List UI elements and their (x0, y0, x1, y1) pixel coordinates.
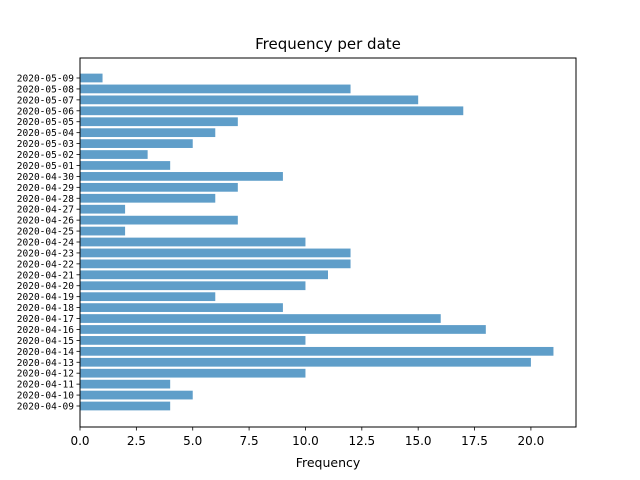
y-tick-label: 2020-04-18 (17, 303, 74, 314)
bar-2020-05-02 (80, 150, 148, 159)
bar-2020-05-03 (80, 139, 193, 148)
bar-2020-05-04 (80, 128, 216, 138)
y-tick-label: 2020-04-09 (17, 402, 74, 413)
y-axis-ticks: 2020-04-092020-04-102020-04-112020-04-12… (17, 74, 80, 413)
bar-2020-04-26 (80, 215, 238, 225)
bar-2020-05-09 (80, 73, 103, 83)
y-tick-label: 2020-04-23 (17, 248, 74, 259)
bar-2020-04-25 (80, 226, 126, 236)
y-tick-label: 2020-04-17 (17, 314, 74, 325)
y-tick-label: 2020-05-04 (17, 128, 74, 139)
x-tick-label: 0.0 (70, 434, 89, 448)
x-axis-ticks: 0.0 2.5 5.0 7.5 10.0 12.5 15.0 17.5 20.0 (70, 427, 544, 448)
bar-2020-05-08 (80, 84, 351, 94)
chart-title: Frequency per date (255, 35, 401, 53)
bar-2020-04-30 (80, 172, 283, 181)
bar-2020-04-09 (80, 401, 171, 411)
y-tick-label: 2020-04-30 (17, 172, 74, 183)
bar-2020-04-13 (80, 357, 531, 367)
x-tick-label: 2.5 (127, 434, 146, 448)
y-tick-label: 2020-04-28 (17, 194, 74, 205)
bar-2020-04-27 (80, 204, 126, 214)
x-tick-label: 17.5 (461, 434, 488, 448)
y-tick-label: 2020-05-05 (17, 117, 74, 128)
bar-2020-04-22 (80, 259, 351, 269)
bar-2020-05-07 (80, 95, 419, 105)
y-tick-label: 2020-04-27 (17, 205, 74, 216)
bar-2020-05-06 (80, 106, 464, 116)
x-axis-label: Frequency (296, 455, 361, 470)
y-tick-label: 2020-04-10 (17, 391, 74, 402)
y-tick-label: 2020-05-01 (17, 161, 74, 172)
y-tick-label: 2020-04-12 (17, 369, 74, 380)
y-tick-label: 2020-05-07 (17, 95, 74, 106)
y-tick-label: 2020-04-13 (17, 358, 74, 369)
y-tick-label: 2020-04-15 (17, 336, 74, 347)
y-tick-label: 2020-04-19 (17, 292, 74, 303)
bar-2020-05-05 (80, 117, 238, 127)
y-tick-label: 2020-04-29 (17, 183, 74, 194)
bar-2020-04-20 (80, 281, 306, 291)
y-tick-label: 2020-05-06 (17, 106, 74, 117)
y-tick-label: 2020-05-02 (17, 150, 74, 161)
x-tick-label: 12.5 (348, 434, 375, 448)
y-tick-label: 2020-04-22 (17, 259, 74, 270)
bar-2020-04-19 (80, 292, 216, 302)
x-tick-label: 15.0 (405, 434, 432, 448)
y-tick-label: 2020-05-08 (17, 84, 74, 95)
bar-2020-04-24 (80, 237, 306, 247)
y-tick-label: 2020-04-11 (17, 380, 74, 391)
y-tick-label: 2020-04-14 (17, 347, 74, 358)
bars-group (80, 73, 554, 411)
bar-2020-04-17 (80, 314, 441, 323)
y-tick-label: 2020-04-20 (17, 281, 74, 292)
y-tick-label: 2020-05-09 (17, 74, 74, 85)
bar-2020-04-18 (80, 303, 283, 312)
bar-2020-05-01 (80, 161, 171, 170)
bar-2020-04-23 (80, 248, 351, 258)
x-tick-label: 5.0 (183, 434, 202, 448)
bar-2020-04-15 (80, 336, 306, 345)
x-tick-label: 20.0 (518, 434, 545, 448)
bar-2020-04-21 (80, 270, 328, 280)
plot-frame (79, 57, 577, 428)
y-tick-label: 2020-04-25 (17, 227, 74, 238)
bar-2020-04-12 (80, 368, 306, 378)
y-tick-label: 2020-04-16 (17, 325, 74, 336)
bar-2020-04-29 (80, 182, 238, 192)
x-tick-label: 10.0 (292, 434, 319, 448)
x-tick-label: 7.5 (240, 434, 259, 448)
bar-2020-04-10 (80, 390, 193, 400)
y-tick-label: 2020-04-24 (17, 238, 74, 249)
y-tick-label: 2020-04-21 (17, 270, 74, 281)
bar-2020-04-14 (80, 346, 554, 356)
bar-2020-04-28 (80, 193, 216, 203)
bar-2020-04-11 (80, 379, 171, 389)
bar-2020-04-16 (80, 325, 486, 334)
y-tick-label: 2020-05-03 (17, 139, 74, 150)
y-tick-label: 2020-04-26 (17, 216, 74, 227)
